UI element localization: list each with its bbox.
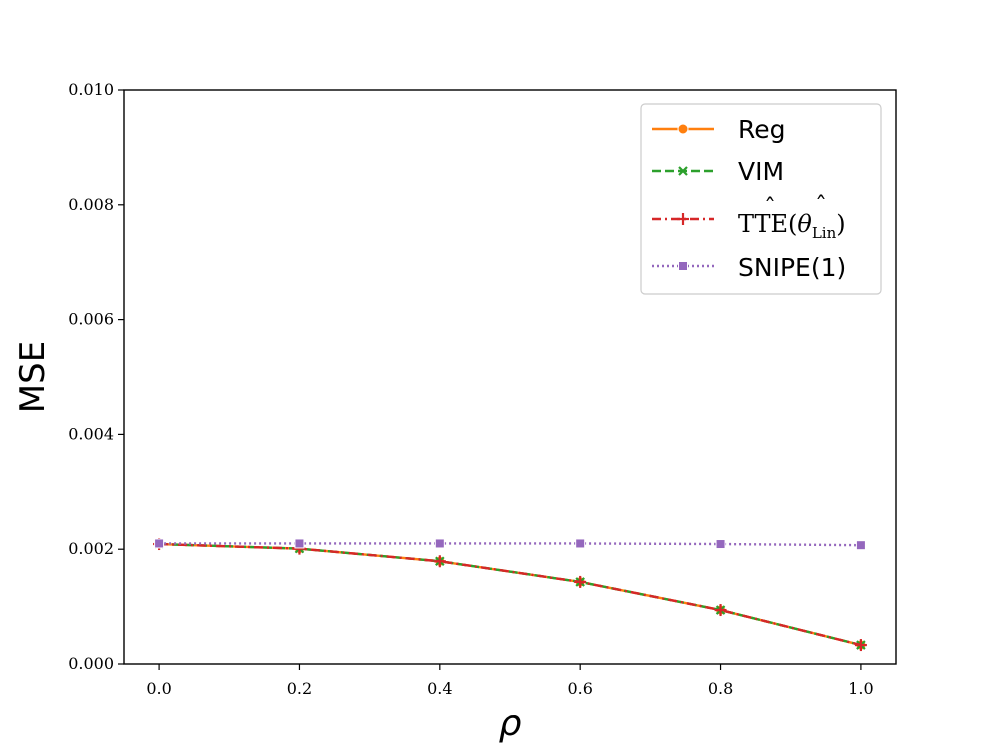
series-2-point-2 <box>433 555 446 568</box>
legend-label-tte: TTE(θLin) <box>738 210 846 242</box>
axes-layer: 0.0 0.2 0.4 0.6 0.8 1.0 0.000 0.002 0.004 0.006 0.… <box>68 80 873 698</box>
legend-hat-tte: ˆ <box>764 194 776 222</box>
y-tick-label-3: 0.006 <box>68 310 114 329</box>
series-2-point-4 <box>714 604 727 617</box>
series-3-point-5 <box>855 540 866 551</box>
legend-marker-3 <box>678 261 688 271</box>
x-tick-label-5: 1.0 <box>848 679 873 698</box>
legend-label-tte-theta: θ <box>797 210 812 238</box>
legend-label-reg: Reg <box>738 115 786 144</box>
series-line-3 <box>159 542 861 547</box>
legend-hat-theta: ˆ <box>815 192 827 220</box>
legend-marker-2 <box>677 213 689 225</box>
legend-label-tte-close: ) <box>836 210 845 238</box>
legend-label-snipe: SNIPE(1) <box>738 253 846 282</box>
y-tick-label-5: 0.010 <box>68 80 114 99</box>
series-layer <box>153 538 867 652</box>
legend: Reg VIM TTE(θLin) ˆ ˆ SNIPE(1) <box>640 103 882 295</box>
y-tick-label-1: 0.002 <box>68 539 114 558</box>
legend-marker-1 <box>678 166 688 176</box>
legend-label-tte-subscript: Lin <box>812 224 837 242</box>
legend-marker-0 <box>677 123 689 135</box>
series-3-point-2 <box>434 538 445 549</box>
x-axis-label: ρ <box>499 703 522 744</box>
y-tick-label-0: 0.000 <box>68 654 114 673</box>
series-2-point-3 <box>574 575 587 588</box>
series-3-point-1 <box>294 538 305 549</box>
legend-frame <box>640 103 882 295</box>
series-3-point-0 <box>154 538 165 549</box>
y-axis-label: MSE <box>13 341 53 413</box>
legend-label-vim: VIM <box>738 157 784 186</box>
legend-label-tte-hat-text: TTE <box>738 210 788 238</box>
x-tick-label-1: 0.2 <box>287 679 312 698</box>
series-line-2 <box>159 542 862 647</box>
y-tick-label-2: 0.004 <box>68 424 114 443</box>
x-tick-label-3: 0.6 <box>567 679 592 698</box>
series-3-point-3 <box>575 538 586 549</box>
y-tick-label-4: 0.008 <box>68 195 114 214</box>
x-tick-label-0: 0.0 <box>146 679 171 698</box>
x-tick-label-4: 0.8 <box>708 679 733 698</box>
series-3-point-4 <box>715 539 726 550</box>
legend-label-tte-open: ( <box>788 210 797 238</box>
plot-frame <box>123 89 897 665</box>
series-2-point-5 <box>854 639 867 652</box>
legend-entries <box>652 123 714 271</box>
legend-marker-1-stroke-b <box>678 166 688 176</box>
x-tick-label-2: 0.4 <box>427 679 452 698</box>
